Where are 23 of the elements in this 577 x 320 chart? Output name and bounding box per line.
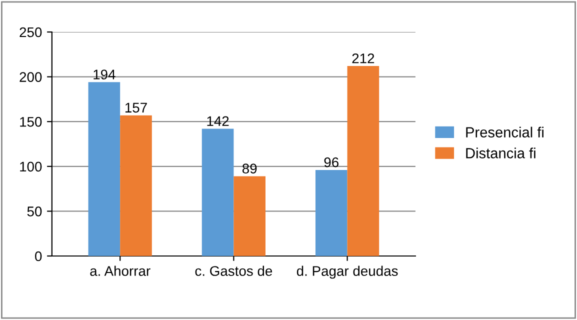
bar bbox=[202, 128, 234, 256]
y-tick-label: 200 bbox=[20, 72, 42, 82]
bar bbox=[88, 82, 120, 256]
x-tick-label: c. Gastos de bbox=[195, 266, 272, 276]
y-tick-label: 50 bbox=[27, 206, 42, 216]
data-label: 89 bbox=[242, 164, 257, 174]
y-tick-label: 250 bbox=[20, 27, 42, 38]
bar bbox=[315, 170, 348, 256]
y-tick-label: 150 bbox=[20, 116, 42, 127]
x-tick-label: d. Pagar deudas bbox=[296, 266, 398, 279]
x-tick-label: a. Ahorrar bbox=[90, 266, 150, 276]
legend-label: Distancia fi bbox=[466, 148, 536, 158]
legend-label: Presencial fi bbox=[466, 126, 544, 138]
bar bbox=[120, 115, 152, 256]
data-label: 212 bbox=[352, 53, 374, 64]
y-tick-label: 0 bbox=[35, 251, 42, 262]
y-tick-label: 100 bbox=[20, 162, 42, 172]
data-label: 142 bbox=[207, 116, 229, 126]
bar bbox=[347, 66, 380, 256]
data-label: 194 bbox=[94, 70, 116, 80]
data-label: 157 bbox=[125, 102, 147, 113]
bar bbox=[234, 176, 266, 256]
data-label: 96 bbox=[324, 157, 338, 168]
